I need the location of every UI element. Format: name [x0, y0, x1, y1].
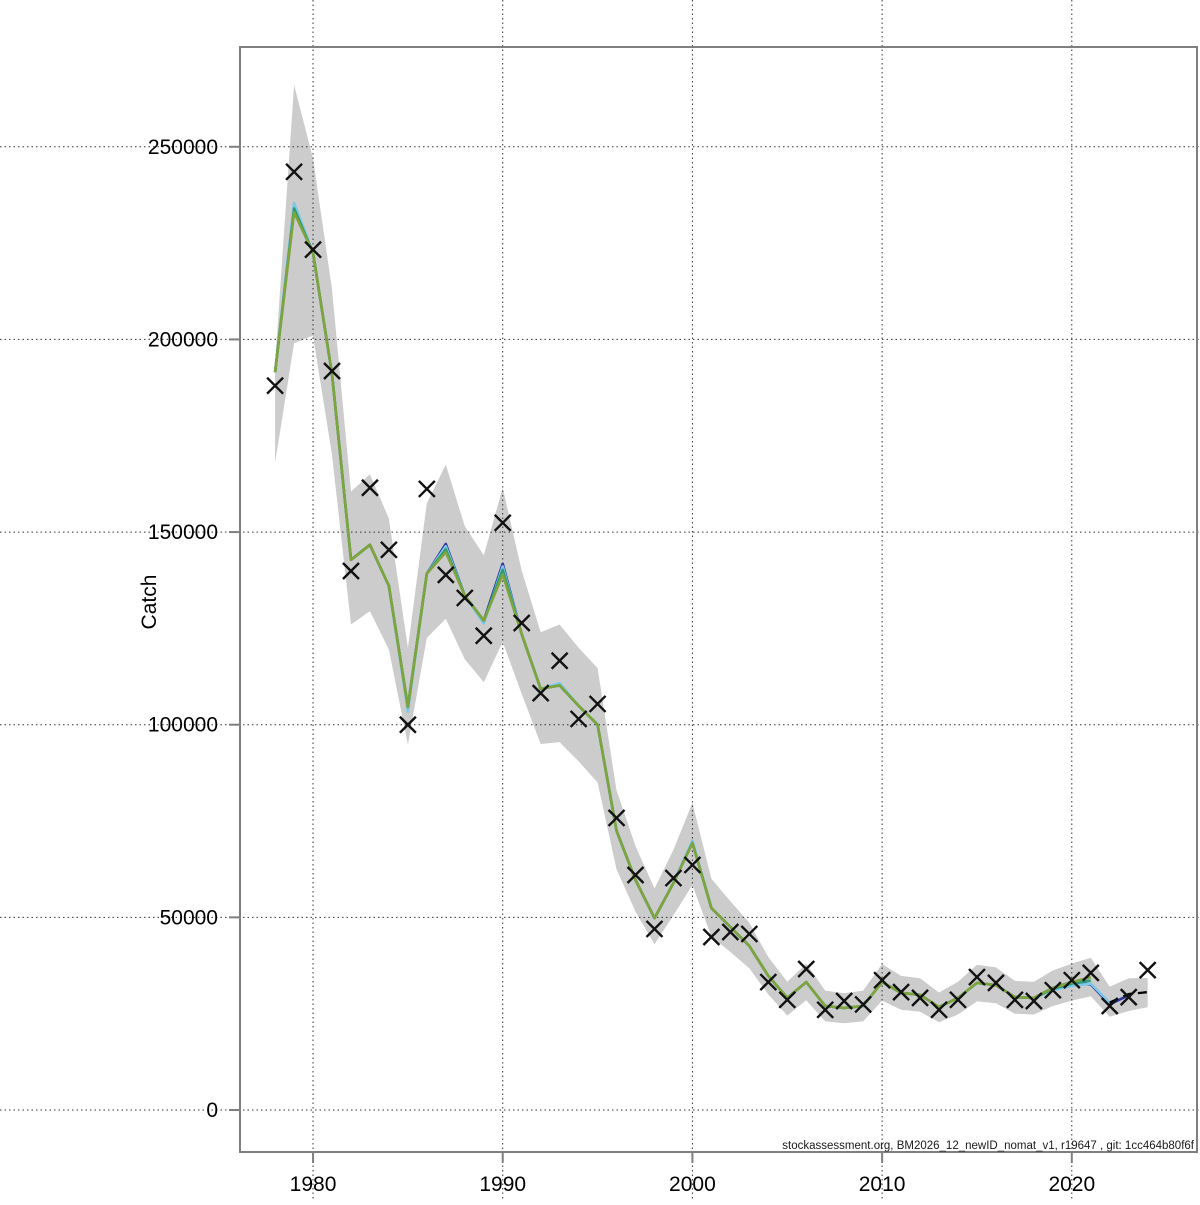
obs-x-mark-2023 — [1119, 988, 1138, 1006]
obs-x-mark-2018 — [1025, 992, 1043, 1010]
obs-x-mark-1995 — [588, 695, 607, 713]
obs-x-mark-2021 — [1081, 963, 1100, 982]
obs-x-mark-1980 — [304, 240, 322, 259]
obs-x-mark-1997 — [626, 866, 645, 884]
y-tick-label: 100000 — [148, 714, 218, 737]
x-tick-label: 1990 — [479, 1173, 526, 1196]
obs-x-mark-1988 — [455, 589, 474, 607]
obs-x-mark-2019 — [1043, 981, 1062, 1000]
obs-x-mark-2012 — [911, 989, 929, 1007]
obs-x-mark-2017 — [1006, 990, 1024, 1009]
obs-x-mark-2009 — [854, 995, 872, 1014]
obs-x-mark-1982 — [342, 562, 360, 580]
y-tick-label: 0 — [206, 1099, 218, 1122]
obs-x-mark-2011 — [892, 983, 910, 1001]
obs-x-mark-2013 — [930, 1000, 948, 1019]
obs-x-mark-1981 — [323, 362, 341, 380]
obs-x-mark-1998 — [645, 920, 664, 938]
obs-x-mark-1986 — [417, 480, 436, 498]
obs-x-mark-2000 — [683, 856, 702, 874]
obs-x-mark-2015 — [968, 968, 986, 986]
y-tick-label: 250000 — [148, 136, 218, 159]
x-tick-label: 2010 — [859, 1173, 906, 1196]
fit-lines-layer — [273, 201, 1148, 1010]
obs-x-mark-1990 — [493, 513, 512, 532]
tick-labels-layer: 1980 1990 2000 2010 2020 0 50000 100000 150000 20… — [148, 136, 1095, 1196]
obs-x-mark-1991 — [512, 614, 531, 632]
obs-x-mark-2008 — [835, 992, 854, 1010]
obs-x-mark-1979 — [285, 162, 303, 181]
obs-x-mark-2002 — [721, 923, 740, 941]
obs-x-mark-1989 — [474, 626, 493, 645]
obs-x-mark-2010 — [873, 971, 891, 990]
obs-x-mark-2003 — [740, 925, 759, 943]
obs-x-mark-2016 — [987, 974, 1005, 992]
plot-frame-layer — [229, 46, 1198, 1163]
x-tick-label: 2000 — [669, 1173, 716, 1196]
y-tick-label: 50000 — [160, 906, 218, 929]
obs-x-mark-1992 — [531, 684, 550, 702]
x-tick-label: 2020 — [1048, 1173, 1095, 1196]
obs-x-mark-2005 — [778, 990, 797, 1009]
obs-x-mark-1999 — [664, 869, 683, 887]
obs-x-mark-1984 — [380, 540, 398, 559]
obs-x-mark-2024 — [1138, 961, 1157, 979]
obs-x-mark-1978 — [266, 376, 284, 395]
run-fit-to-2021-green — [273, 211, 1092, 1010]
obs-x-mark-2014 — [949, 990, 967, 1009]
plot-box — [239, 46, 1198, 1153]
obs-x-mark-1985 — [399, 715, 417, 734]
y-tick-label: 150000 — [148, 521, 218, 544]
obs-x-mark-2001 — [702, 928, 721, 946]
obs-x-mark-2007 — [816, 1000, 835, 1019]
obs-x-mark-2006 — [797, 960, 816, 978]
obs-x-mark-2004 — [759, 973, 778, 991]
obs-x-mark-1996 — [607, 809, 626, 827]
x-tick-label: 1980 — [290, 1173, 337, 1196]
obs-x-mark-1994 — [569, 710, 588, 728]
y-tick-label: 200000 — [148, 328, 218, 351]
observation-marks-layer — [266, 162, 1157, 1019]
obs-x-mark-1993 — [550, 651, 569, 670]
obs-x-mark-2022 — [1100, 997, 1119, 1015]
obs-x-mark-2020 — [1062, 971, 1081, 990]
footer-note: stockassessment.org, BM2026_12_newID_nom… — [782, 1140, 1194, 1152]
y-axis-title: Catch — [138, 575, 161, 630]
obs-x-mark-1983 — [361, 478, 379, 497]
obs-x-mark-1987 — [436, 565, 455, 584]
